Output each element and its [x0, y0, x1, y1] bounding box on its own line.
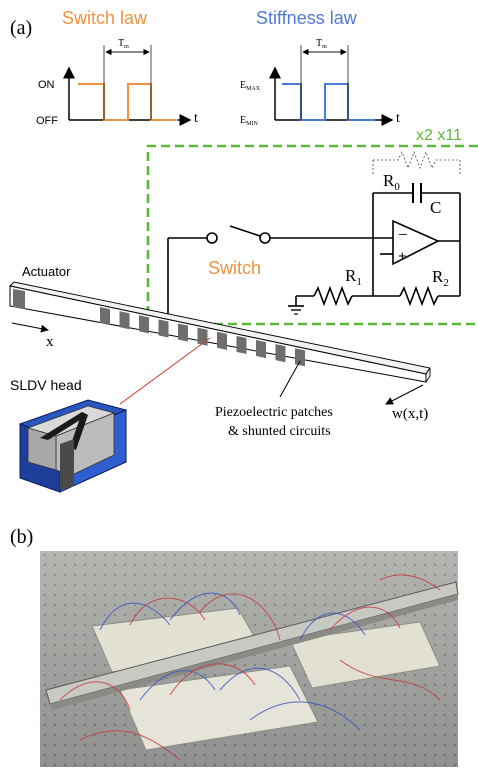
emin-label: EMIN	[240, 115, 258, 127]
piezo-patch	[275, 344, 286, 363]
piezo-patch	[178, 323, 188, 342]
deflection-arrow	[385, 384, 424, 405]
r2-resistor	[399, 285, 439, 307]
switch-contact-right	[259, 232, 271, 244]
piezo-patch	[158, 319, 169, 338]
emax-label: EMAX	[240, 80, 261, 92]
dotted-resistor	[373, 150, 460, 170]
piezo-patch	[139, 315, 149, 334]
panel-a-label: (a)	[10, 17, 32, 39]
switch-on-label: ON	[38, 79, 55, 91]
piezo-patch	[217, 331, 227, 350]
piezo-patch	[100, 307, 110, 326]
piezo-patch	[236, 335, 247, 355]
patches-pointer	[279, 360, 301, 398]
stiffness-law-waveform	[282, 83, 375, 121]
switch-contact-left	[206, 232, 218, 244]
opamp-plus: +	[398, 249, 407, 265]
piezo-patch	[295, 348, 305, 367]
r1-label: R1	[345, 266, 362, 288]
piezo-patch	[256, 340, 266, 359]
beam	[9, 281, 431, 383]
switch-period-label: Tm	[118, 38, 129, 50]
x-axis-arrow	[11, 322, 49, 333]
shunt-circuit: R0 C − + R1 R2 Switch	[167, 150, 461, 318]
laser-beam	[119, 337, 211, 405]
opamp-minus: −	[398, 225, 408, 244]
stiffness-period-label: Tm	[316, 38, 327, 50]
switch-law-title: Switch law	[62, 8, 148, 28]
sldv-label: SLDV head	[10, 377, 82, 393]
experimental-photo	[40, 551, 459, 767]
x-label: x	[46, 334, 54, 350]
deflection-label: w(x,t)	[392, 406, 428, 422]
switch-label: Switch	[208, 258, 261, 278]
patches-label-line1: Piezoelectric patches	[215, 405, 333, 420]
switch-law-waveform	[78, 83, 178, 121]
piezo-patch-group	[100, 307, 305, 367]
switch-blade	[229, 225, 261, 237]
r0-label: R0	[383, 171, 400, 193]
switch-off-label: OFF	[36, 115, 58, 127]
stiffness-law-title: Stiffness law	[256, 8, 358, 28]
piezo-patch	[119, 311, 130, 330]
op-amp	[392, 219, 440, 266]
patches-label-line2: & shunted circuits	[228, 424, 331, 439]
switch-time-label: t	[194, 111, 198, 126]
stiffness-time-label: t	[396, 111, 400, 126]
c-label: C	[430, 198, 441, 217]
circuit-repetition-box	[146, 144, 478, 326]
panel-b-label: (b)	[10, 526, 33, 548]
stiffness-law-plot: Stiffness law Tm EMAX EMIN t	[240, 8, 400, 127]
sldv-head	[18, 399, 128, 493]
actuator-patch	[13, 289, 25, 309]
actuator-label: Actuator	[22, 264, 71, 279]
r1-resistor	[313, 285, 353, 307]
r2-label: R2	[432, 267, 449, 289]
multiplier-label: x2 x11	[416, 127, 462, 144]
switch-law-plot: Switch law Tm ON OFF t	[36, 8, 198, 127]
